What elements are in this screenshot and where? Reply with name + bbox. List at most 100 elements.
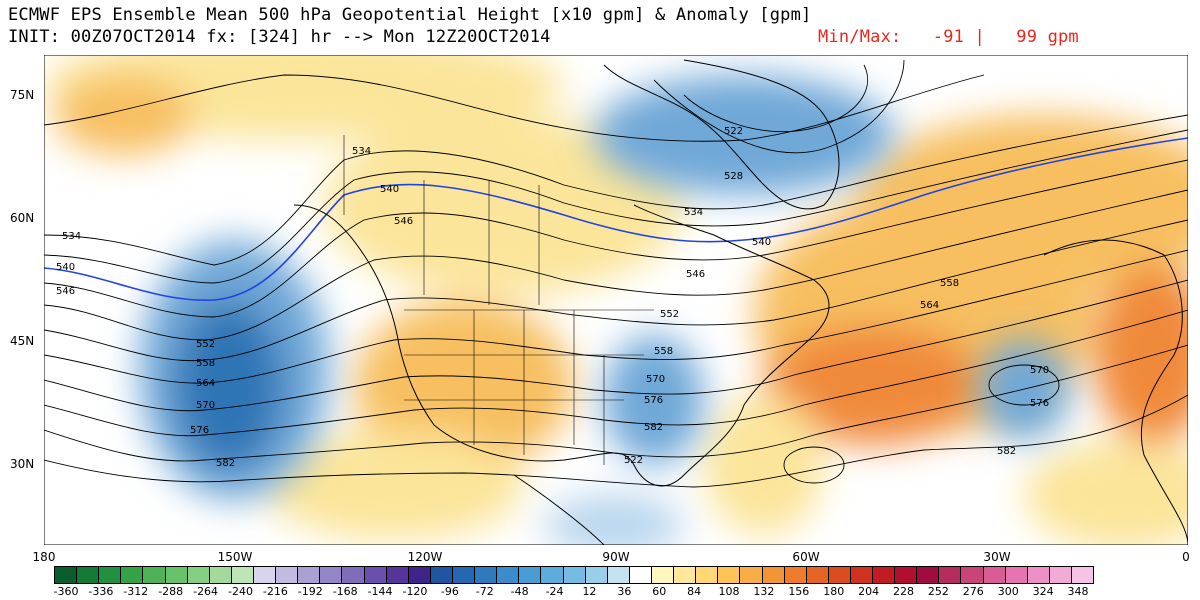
colorbar-tick-label: 180 <box>823 585 845 598</box>
map-panel: 534 540 546 552 558 564 570 576 582 534 … <box>44 55 1188 545</box>
colorbar-tick-label: -168 <box>332 585 358 598</box>
contour-label: 528 <box>724 171 743 182</box>
colorbar-tick-labels: -360 -336 -312 -288 -264 -240 -216 -192 -168 -144… <box>54 585 1094 599</box>
colorbar-swatch <box>917 567 940 583</box>
colorbar-swatch <box>276 567 299 583</box>
positive-anomaly-shading <box>44 55 1188 545</box>
contour-label: 546 <box>686 269 705 280</box>
contour-label: 576 <box>190 425 209 436</box>
colorbar-tick-label: 300 <box>997 585 1019 598</box>
colorbar-swatch <box>209 567 232 583</box>
colorbar-swatch <box>253 567 277 583</box>
colorbar-tick-label: 156 <box>788 585 810 598</box>
colorbar-tick-label: 204 <box>858 585 880 598</box>
colorbar-swatch <box>585 567 608 583</box>
colorbar-swatch <box>607 567 630 583</box>
colorbar-swatch <box>475 567 498 583</box>
colorbar-swatch <box>563 567 586 583</box>
colorbar-swatch <box>143 567 166 583</box>
colorbar-tick-label: -288 <box>158 585 184 598</box>
contour-540-highlight <box>44 137 1188 301</box>
geopotential-contours <box>44 59 1188 488</box>
contour-label: 540 <box>56 262 75 273</box>
lon-label: 120W <box>407 550 443 564</box>
chart-title: ECMWF EPS Ensemble Mean 500 hPa Geopoten… <box>8 5 812 25</box>
colorbar-tick-label: 324 <box>1032 585 1054 598</box>
colorbar-tick-label: 132 <box>753 585 775 598</box>
contour-label: 522 <box>724 126 743 137</box>
coastlines <box>293 59 1188 545</box>
colorbar-swatch <box>121 567 144 583</box>
colorbar-swatch <box>629 567 652 583</box>
contour-label: 564 <box>920 300 939 311</box>
contour-label: 582 <box>997 446 1016 457</box>
lat-label: 30N <box>10 457 35 471</box>
colorbar-swatch <box>762 567 785 583</box>
contour-label: 570 <box>196 400 215 411</box>
political-borders <box>343 135 654 465</box>
colorbar-tick-label: 108 <box>718 585 740 598</box>
contour-label: 558 <box>940 278 959 289</box>
colorbar-tick-label: -192 <box>297 585 323 598</box>
lon-label: 60W <box>792 550 820 564</box>
colorbar-swatch <box>519 567 542 583</box>
contour-label: 558 <box>654 346 673 357</box>
colorbar-swatch <box>696 567 719 583</box>
lon-label: 0 <box>1182 550 1190 564</box>
colorbar-tick-label: -312 <box>123 585 149 598</box>
colorbar-swatch <box>541 567 564 583</box>
contour-label: 552 <box>196 339 215 350</box>
colorbar-swatch <box>850 567 874 583</box>
contour-label: 582 <box>644 422 663 433</box>
colorbar-swatch <box>784 567 807 583</box>
colorbar-swatch <box>651 567 675 583</box>
colorbar-tick-label: -96 <box>440 585 459 598</box>
contour-labels: 534 540 546 552 558 564 570 576 582 534 … <box>56 126 1049 469</box>
colorbar-swatch <box>430 567 453 583</box>
lat-label: 45N <box>10 334 35 348</box>
colorbar-swatch <box>55 567 78 583</box>
colorbar-tick-label: 84 <box>687 585 702 598</box>
min-max-readout: Min/Max: -91 | 99 gpm <box>818 27 1079 47</box>
lat-label: 60N <box>10 211 35 225</box>
colorbar-swatch <box>231 567 254 583</box>
colorbar-swatch <box>342 567 365 583</box>
colorbar-swatch <box>939 567 962 583</box>
colorbar <box>54 566 1094 584</box>
colorbar-swatch <box>1049 567 1073 583</box>
colorbar-tick-label: -336 <box>88 585 114 598</box>
colorbar-swatch <box>740 567 763 583</box>
contour-label: 534 <box>352 146 371 157</box>
colorbar-tick-label: -216 <box>262 585 288 598</box>
negative-anomaly-shading <box>139 75 1069 545</box>
colorbar-swatch <box>452 567 476 583</box>
contour-label: 552 <box>660 309 679 320</box>
contour-label: 546 <box>394 216 413 227</box>
colorbar-swatch <box>99 567 122 583</box>
colorbar-swatch <box>1072 567 1094 583</box>
lon-label: 150W <box>217 550 253 564</box>
colorbar-swatch <box>408 567 431 583</box>
colorbar-swatch <box>497 567 520 583</box>
contour-label: 558 <box>196 358 215 369</box>
lon-label: 30W <box>983 550 1011 564</box>
colorbar-tick-label: 60 <box>652 585 667 598</box>
colorbar-swatch <box>187 567 210 583</box>
colorbar-tick-label: 228 <box>893 585 915 598</box>
contour-label: 522 <box>624 455 643 466</box>
colorbar-tick-label: -360 <box>53 585 79 598</box>
colorbar-tick-label: -24 <box>545 585 564 598</box>
colorbar-tick-label: -144 <box>367 585 393 598</box>
contour-label: 576 <box>644 395 663 406</box>
colorbar-swatch <box>718 567 741 583</box>
contour-label: 564 <box>196 378 215 389</box>
colorbar-swatch <box>828 567 851 583</box>
contour-label: 534 <box>62 231 81 242</box>
colorbar-swatch <box>674 567 697 583</box>
colorbar-tick-label: -240 <box>227 585 253 598</box>
contour-label: 534 <box>684 207 703 218</box>
contour-label: 570 <box>646 374 665 385</box>
colorbar-tick-label: 348 <box>1067 585 1089 598</box>
contour-label: 582 <box>216 458 235 469</box>
colorbar-tick-label: 12 <box>582 585 597 598</box>
